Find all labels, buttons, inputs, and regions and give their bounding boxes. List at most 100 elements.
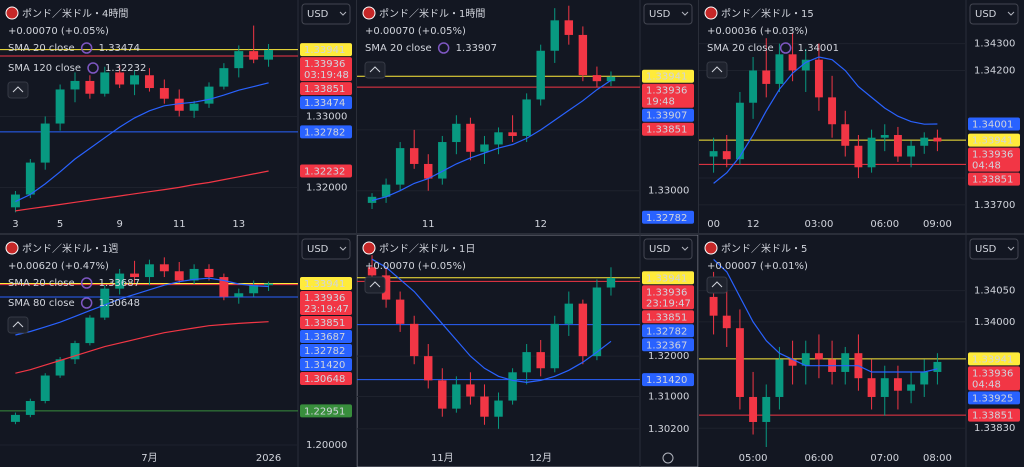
price-tag	[300, 358, 352, 372]
symbol-button[interactable]: USD	[643, 238, 693, 260]
sma-line	[713, 56, 938, 184]
symbol-button[interactable]: USD	[969, 3, 1019, 25]
indicator-icon[interactable]	[437, 42, 450, 54]
candle-body	[159, 264, 169, 272]
y-tick-label: 1.34050	[974, 286, 1015, 297]
indicator-icon[interactable]	[80, 42, 93, 54]
y-tick-label: 1.20000	[306, 440, 347, 451]
symbol-button-box[interactable]	[969, 3, 1019, 25]
dropdown-caret[interactable]	[1007, 246, 1015, 251]
symbol-button-box[interactable]	[643, 238, 693, 260]
candle-body	[606, 76, 616, 82]
collapse-button[interactable]	[364, 276, 386, 294]
symbol-button[interactable]: USD	[301, 238, 351, 260]
candle-body	[381, 275, 391, 300]
price-tag-label: 1.33851	[304, 84, 345, 95]
symbol-button[interactable]: USD	[301, 3, 351, 25]
chart-panel: 1.33000 1.32000 3 5 9 11 13 ポンド／米ドル・4時間 +0.00070…	[0, 0, 356, 233]
price-tag	[300, 164, 352, 178]
candle-body	[814, 353, 823, 360]
y-tick-label: 1.33000	[306, 111, 347, 122]
symbol-flag	[704, 241, 718, 255]
price-tag	[642, 122, 694, 136]
symbol-button[interactable]: USD	[643, 3, 693, 25]
symbol-flag	[704, 6, 718, 20]
price-tag-label: 1.32367	[646, 340, 687, 351]
symbol-button-box[interactable]	[969, 238, 1019, 260]
symbol-button-label[interactable]: USD	[307, 244, 329, 255]
collapse-button[interactable]	[7, 81, 29, 99]
candle-body	[735, 328, 744, 397]
candle-body	[480, 396, 489, 417]
candle-body	[536, 352, 545, 369]
indicator-icon[interactable]	[80, 277, 93, 289]
candle-body	[452, 384, 461, 409]
price-tag-label: 1.33936	[972, 368, 1013, 379]
collapse-button[interactable]	[7, 316, 29, 334]
candle-body	[578, 303, 588, 357]
collapse-icon[interactable]	[369, 66, 381, 73]
y-tick-label: 1.34000	[974, 317, 1015, 328]
candle-body	[264, 283, 274, 286]
candle-body	[536, 50, 545, 100]
x-tick-label: 7月	[141, 452, 157, 464]
candle-body	[508, 372, 517, 401]
indicator-icon[interactable]	[87, 62, 99, 74]
price-tag	[968, 117, 1020, 131]
price-tag-label: 1.33851	[972, 175, 1013, 186]
dropdown-caret[interactable]	[339, 246, 347, 251]
x-tick-label: 2026	[256, 453, 281, 464]
symbol-button[interactable]: USD	[969, 238, 1019, 260]
price-tag	[300, 291, 352, 316]
price-tag-countdown: 03:19:48	[304, 70, 349, 81]
collapse-button[interactable]	[706, 61, 728, 79]
x-tick-label: 11月	[431, 452, 454, 464]
symbol-button-box[interactable]	[301, 3, 351, 25]
dropdown-caret[interactable]	[681, 11, 689, 16]
dropdown-caret[interactable]	[681, 246, 689, 251]
candle-body	[189, 268, 199, 281]
price-tag-label: 1.33941	[646, 72, 687, 83]
candle-body	[749, 70, 758, 103]
price-tag	[968, 366, 1020, 391]
symbol-flag	[5, 6, 19, 20]
x-tick-label: 3	[12, 219, 18, 230]
collapse-button[interactable]	[706, 276, 728, 294]
y-tick-label: 1.32000	[306, 182, 347, 193]
indicator-icon[interactable]	[779, 42, 792, 54]
symbol-button-label[interactable]: USD	[307, 9, 329, 20]
collapse-icon[interactable]	[711, 66, 723, 73]
symbol-button-box[interactable]	[301, 238, 351, 260]
symbol-button-box[interactable]	[643, 3, 693, 25]
symbol-button-label[interactable]: USD	[975, 244, 997, 255]
indicator-icon[interactable]	[80, 297, 93, 309]
candle-body	[264, 49, 274, 60]
price-tag-label: 1.22951	[304, 406, 345, 417]
price-tag-label: 1.33925	[972, 393, 1013, 404]
dropdown-caret[interactable]	[339, 11, 347, 16]
symbol-button-label[interactable]: USD	[649, 244, 671, 255]
sma-line	[15, 321, 269, 374]
settings-button[interactable]	[662, 452, 674, 464]
collapse-icon[interactable]	[711, 281, 723, 288]
collapse-icon[interactable]	[12, 321, 24, 328]
indicator-name: SMA 120 close	[8, 63, 81, 74]
price-tag	[642, 83, 694, 108]
price-tag-label: 1.32782	[304, 127, 345, 138]
collapse-button[interactable]	[364, 61, 386, 79]
price-tag	[300, 316, 352, 330]
candle-body	[395, 148, 405, 185]
dropdown-caret[interactable]	[1007, 11, 1015, 16]
price-tag	[968, 147, 1020, 172]
collapse-icon[interactable]	[12, 86, 24, 93]
candle-body	[841, 353, 850, 372]
x-tick-label: 05:00	[739, 453, 768, 464]
price-tag-label: 1.32782	[646, 213, 687, 224]
symbol-button-label[interactable]: USD	[649, 9, 671, 20]
price-tag-label: 1.33936	[304, 59, 345, 70]
candle-body	[115, 72, 125, 85]
candle-body	[438, 142, 447, 179]
symbol-button-label[interactable]: USD	[975, 9, 997, 20]
collapse-icon[interactable]	[369, 281, 381, 288]
price-tag-label: 1.33936	[304, 293, 345, 304]
